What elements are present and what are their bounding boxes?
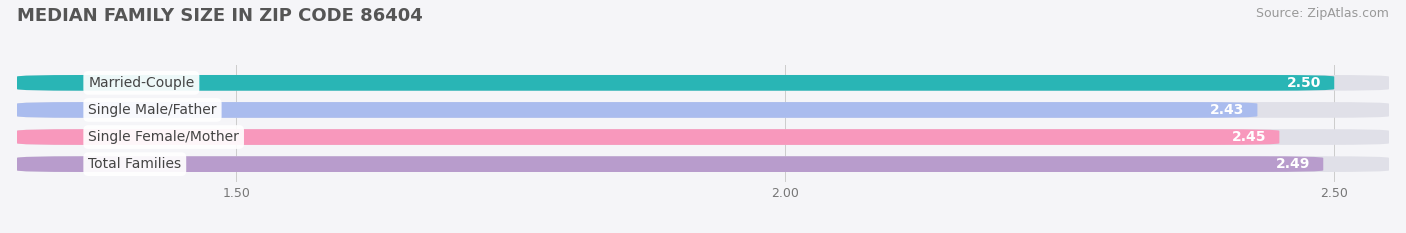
Text: 2.49: 2.49	[1275, 157, 1310, 171]
FancyBboxPatch shape	[17, 156, 1323, 172]
Text: 2.50: 2.50	[1286, 76, 1322, 90]
FancyBboxPatch shape	[17, 102, 1257, 118]
Text: Married-Couple: Married-Couple	[89, 76, 194, 90]
FancyBboxPatch shape	[17, 75, 1389, 91]
Text: 2.43: 2.43	[1209, 103, 1244, 117]
FancyBboxPatch shape	[17, 156, 1389, 172]
Text: 2.45: 2.45	[1232, 130, 1267, 144]
Text: Single Male/Father: Single Male/Father	[89, 103, 217, 117]
FancyBboxPatch shape	[17, 129, 1389, 145]
Text: Source: ZipAtlas.com: Source: ZipAtlas.com	[1256, 7, 1389, 20]
Text: Total Families: Total Families	[89, 157, 181, 171]
FancyBboxPatch shape	[17, 129, 1279, 145]
Text: Single Female/Mother: Single Female/Mother	[89, 130, 239, 144]
FancyBboxPatch shape	[17, 102, 1389, 118]
FancyBboxPatch shape	[17, 75, 1334, 91]
Text: MEDIAN FAMILY SIZE IN ZIP CODE 86404: MEDIAN FAMILY SIZE IN ZIP CODE 86404	[17, 7, 423, 25]
